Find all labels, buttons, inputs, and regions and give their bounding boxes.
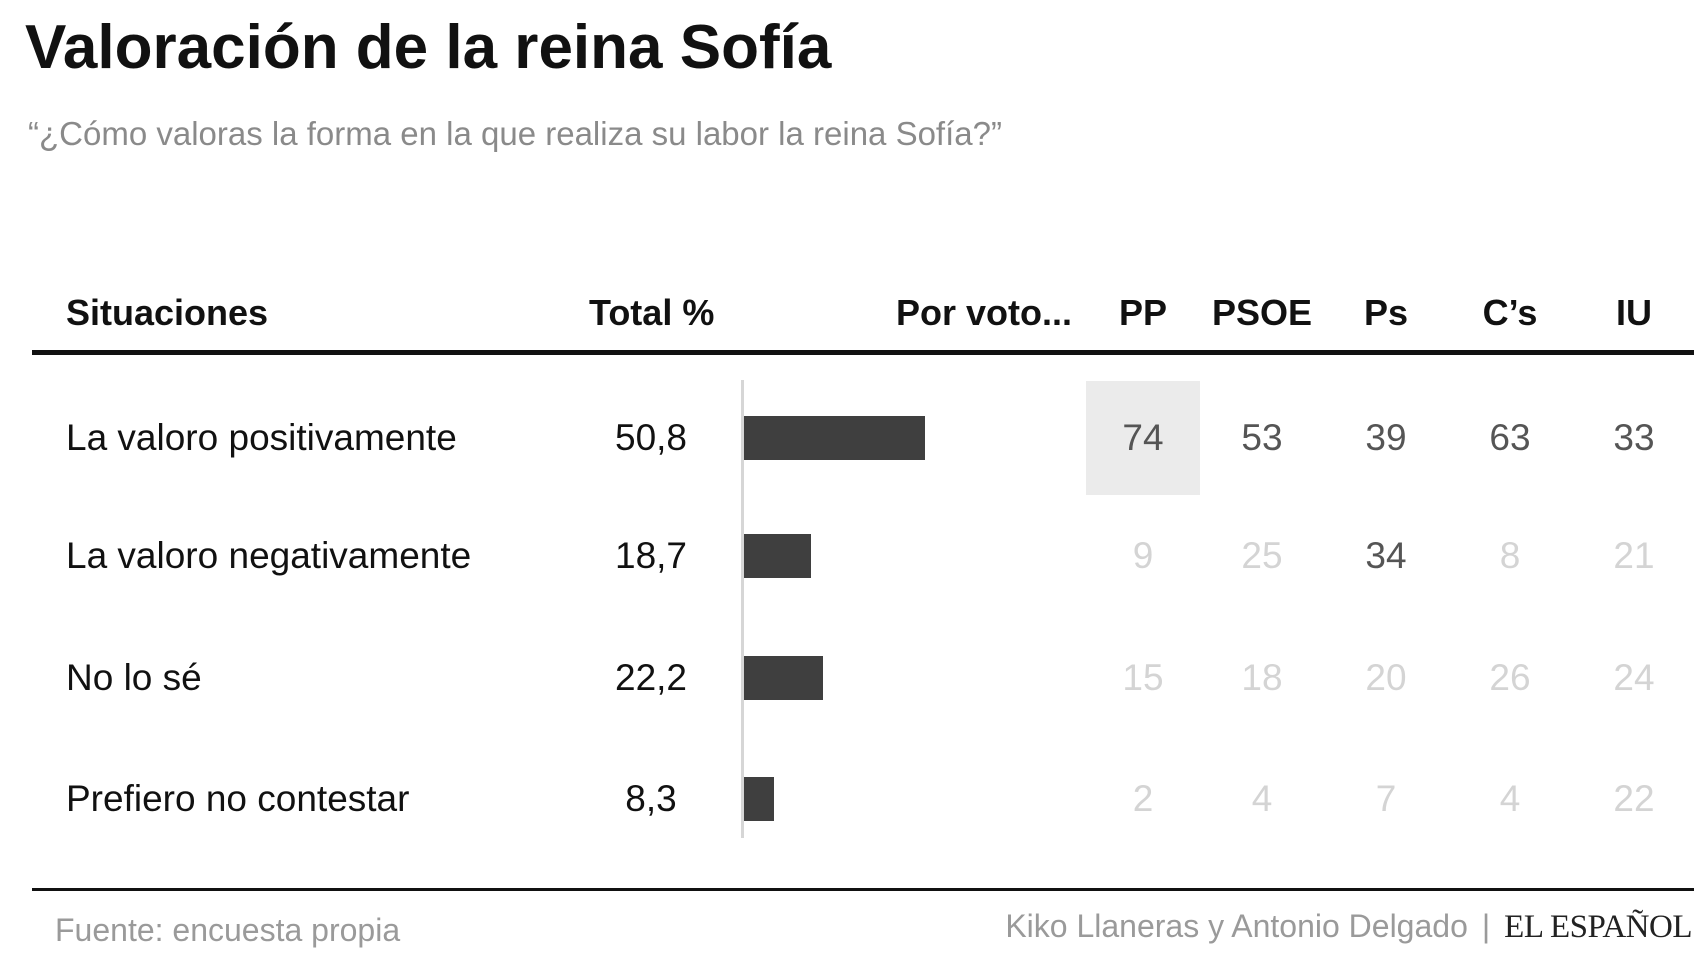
party-value-cell: 21 bbox=[1613, 535, 1655, 576]
header-party-ps: Ps bbox=[1363, 292, 1409, 333]
party-value-cell: 18 bbox=[1241, 657, 1283, 698]
row-label: Prefiero no contestar bbox=[66, 778, 410, 819]
party-value-cell: 9 bbox=[1132, 535, 1154, 576]
header-por-voto: Por voto... bbox=[896, 292, 1073, 333]
party-value-cell: 22 bbox=[1613, 778, 1655, 819]
party-value-cell: 4 bbox=[1251, 778, 1273, 819]
party-value-cell: 15 bbox=[1122, 657, 1164, 698]
source-note: Fuente: encuesta propia bbox=[55, 912, 401, 948]
party-value-cell: 34 bbox=[1365, 535, 1407, 576]
header-party-cs: C’s bbox=[1482, 292, 1538, 333]
party-value-cell: 53 bbox=[1241, 417, 1283, 458]
row-label: La valoro negativamente bbox=[66, 535, 472, 576]
header-situaciones: Situaciones bbox=[66, 292, 269, 333]
header-party-iu: IU bbox=[1616, 292, 1652, 333]
highlight-cell bbox=[1086, 381, 1200, 495]
row-total-value: 18,7 bbox=[614, 535, 688, 576]
footer-credits: Kiko Llaneras y Antonio Delgado | EL ESP… bbox=[1005, 908, 1692, 946]
party-value-cell: 74 bbox=[1122, 417, 1164, 458]
row-label: No lo sé bbox=[66, 657, 202, 698]
chart-title: Valoración de la reina Sofía bbox=[25, 13, 832, 82]
header-divider bbox=[32, 350, 1694, 355]
party-value-cell: 63 bbox=[1489, 417, 1531, 458]
row-total-value: 8,3 bbox=[625, 778, 677, 819]
total-bar bbox=[744, 534, 811, 578]
footer-divider bbox=[32, 888, 1694, 891]
party-value-cell: 20 bbox=[1365, 657, 1407, 698]
author-credit: Kiko Llaneras y Antonio Delgado bbox=[1005, 908, 1468, 944]
party-value-cell: 39 bbox=[1365, 417, 1407, 458]
total-bar bbox=[744, 777, 774, 821]
party-value-cell: 26 bbox=[1489, 657, 1531, 698]
party-value-cell: 2 bbox=[1132, 778, 1154, 819]
header-party-psoe: PSOE bbox=[1211, 292, 1313, 333]
party-value-cell: 7 bbox=[1375, 778, 1397, 819]
header-total: Total % bbox=[589, 292, 715, 333]
party-value-cell: 24 bbox=[1613, 657, 1655, 698]
total-bar bbox=[744, 656, 823, 700]
chart-subtitle: “¿Cómo valoras la forma en la que realiz… bbox=[28, 115, 1002, 152]
bar-axis-line bbox=[741, 380, 744, 838]
party-value-cell: 4 bbox=[1499, 778, 1521, 819]
party-value-cell: 33 bbox=[1613, 417, 1655, 458]
party-value-cell: 25 bbox=[1241, 535, 1283, 576]
row-label: La valoro positivamente bbox=[66, 417, 457, 458]
header-party-pp: PP bbox=[1118, 292, 1168, 333]
total-bar bbox=[744, 416, 925, 460]
party-value-cell: 8 bbox=[1499, 535, 1521, 576]
credit-separator: | bbox=[1481, 908, 1491, 944]
row-total-value: 22,2 bbox=[614, 657, 688, 698]
row-total-value: 50,8 bbox=[614, 417, 688, 458]
el-espanol-logo: EL ESPAÑOL bbox=[1504, 909, 1692, 945]
